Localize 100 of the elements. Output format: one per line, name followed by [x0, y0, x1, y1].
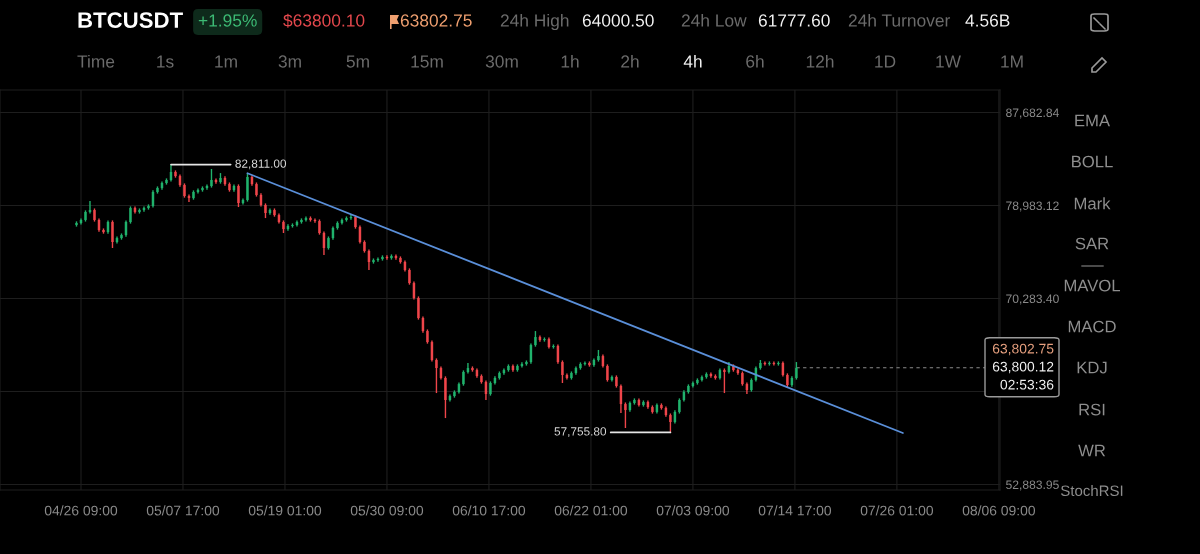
- candlestick: [462, 369, 465, 387]
- candlestick: [507, 363, 510, 373]
- candlestick: [138, 207, 141, 215]
- candlestick: [795, 361, 798, 381]
- text: 2h: [621, 54, 639, 68]
- candlestick: [570, 370, 573, 381]
- annotation: 63,802.75: [992, 343, 1054, 356]
- text: 30m: [485, 55, 518, 68]
- annotation: 82,811.00: [235, 159, 287, 170]
- candlestick: [543, 336, 546, 343]
- x-tick-label: 07/26 01:00: [860, 505, 934, 516]
- candlestick: [201, 185, 204, 193]
- candlestick: [561, 359, 564, 384]
- text: 61777.60: [758, 14, 830, 27]
- x-tick-label: 08/06 09:00: [962, 505, 1036, 516]
- candlestick: [444, 375, 447, 419]
- x-tick-label: 07/14 17:00: [758, 505, 832, 516]
- candlestick: [75, 220, 78, 228]
- candlestick: [453, 389, 456, 399]
- candlestick: [597, 349, 600, 363]
- text: WR: [1078, 444, 1106, 457]
- candlestick: [763, 360, 767, 367]
- ref-line-label: 63,800.12: [992, 361, 1054, 374]
- candlestick: [669, 412, 672, 434]
- candlestick: [399, 255, 402, 265]
- text: 24h Low: [681, 13, 747, 27]
- text: 1m: [215, 55, 237, 68]
- x-tick-label: 07/03 09:00: [656, 505, 730, 516]
- text: 6h: [746, 54, 764, 68]
- candlestick: [660, 402, 663, 411]
- candlestick: [165, 177, 168, 186]
- candlestick: [237, 183, 240, 208]
- candlestick: [768, 360, 771, 367]
- candlestick: [345, 215, 348, 223]
- text: 5m: [346, 55, 369, 68]
- candlestick: [282, 219, 285, 234]
- candlestick: [111, 219, 114, 249]
- x-tick-label: 04/26 09:00: [44, 505, 118, 516]
- candlestick: [174, 169, 177, 179]
- candlestick: [255, 181, 258, 198]
- candlestick: [588, 360, 591, 368]
- text: Mark: [1074, 197, 1111, 210]
- chart-title: BTCUSDT: [78, 12, 183, 28]
- candlestick: [498, 370, 501, 381]
- candlestick: [471, 365, 474, 373]
- y-tick-label: 52,883.95: [1006, 480, 1059, 491]
- candlestick: [714, 373, 717, 381]
- candlestick: [390, 253, 393, 261]
- candlestick: [363, 239, 366, 254]
- candlestick: [84, 209, 87, 223]
- candlestick: [210, 168, 213, 189]
- candlestick: [426, 328, 429, 345]
- text: EMA: [1075, 114, 1111, 127]
- text: MAVOL: [1064, 279, 1121, 292]
- candlestick: [102, 227, 105, 235]
- y-tick-label: 70,283.40: [1006, 294, 1059, 305]
- text: 1M: [1001, 55, 1023, 68]
- x-tick-label: 06/10 17:00: [452, 505, 526, 516]
- candlestick: [687, 383, 690, 395]
- y-tick-label: 78,983.12: [1006, 201, 1059, 212]
- text: KDJ: [1077, 361, 1107, 374]
- candlestick: [579, 361, 582, 371]
- candlestick: [741, 370, 744, 387]
- candlestick: [786, 372, 789, 389]
- candlestick: [642, 399, 645, 408]
- text: 1D: [875, 55, 896, 68]
- text: BOLL: [1072, 155, 1113, 168]
- candlestick: [309, 215, 312, 223]
- candlestick: [228, 181, 231, 193]
- text: 24h Turnover: [848, 13, 951, 27]
- candlestick: [273, 207, 276, 218]
- candlestick: [183, 182, 186, 199]
- candlestick: [381, 254, 384, 262]
- candlestick: [624, 401, 627, 429]
- text: Time: [77, 54, 115, 68]
- candlestick: [219, 172, 222, 185]
- candlestick: [354, 214, 357, 230]
- candlestick: [489, 380, 492, 397]
- candlestick: [129, 205, 132, 225]
- text: 64000.50: [582, 14, 654, 27]
- candlestick: [525, 359, 528, 367]
- candlestick: [633, 397, 636, 406]
- candlestick: [291, 222, 294, 229]
- candlestick: [678, 397, 681, 415]
- candlestick: [318, 218, 321, 236]
- text: 63802.75: [400, 14, 472, 27]
- text: SAR: [1075, 237, 1109, 250]
- candlestick: [435, 357, 438, 394]
- x-tick-label: 05/30 09:00: [350, 505, 424, 516]
- text: 4h: [683, 54, 702, 68]
- candlestick: [552, 343, 555, 350]
- text: StochRSI: [1061, 485, 1123, 497]
- candlestick: [300, 217, 303, 225]
- text: 12h: [806, 54, 834, 68]
- candlestick: [516, 363, 519, 373]
- text: 02:53:36: [1000, 379, 1054, 390]
- candlestick: [93, 207, 96, 223]
- candlestick: [759, 359, 762, 371]
- candlestick: [732, 363, 735, 373]
- annotation: 57,755.80: [554, 427, 607, 437]
